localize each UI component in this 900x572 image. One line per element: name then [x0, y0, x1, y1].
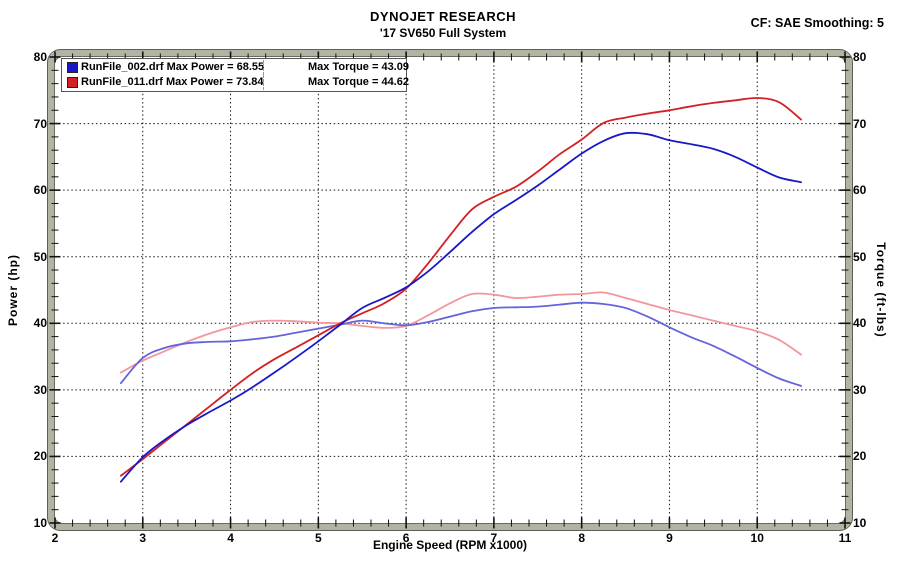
- y-tick-label-right: 50: [853, 249, 867, 264]
- y-tick-label-right: 80: [853, 50, 867, 64]
- x-tick-label: 9: [666, 531, 673, 545]
- legend-swatch-run002: [67, 62, 78, 73]
- chart-subtitle: '17 SV650 Full System: [379, 26, 507, 40]
- torque-curve-run011: [119, 291, 802, 374]
- legend-label-run002: RunFile_002.drf Max Power = 68.55: [81, 61, 265, 73]
- page-title: DYNOJET RESEARCH: [370, 9, 516, 24]
- y-tick-label-right: 30: [853, 382, 867, 397]
- curves: [119, 97, 802, 483]
- x-tick-label: 8: [578, 531, 585, 545]
- legend-row-run011: RunFile_011.drf Max Power = 73.84 Max To…: [67, 75, 409, 90]
- y-tick-label-left: 10: [33, 516, 47, 530]
- torque-curve-run002: [119, 301, 802, 387]
- y-tick-label-left: 40: [33, 316, 47, 331]
- gridlines: [59, 61, 841, 519]
- x-tick-label: 2: [51, 531, 59, 545]
- y-axis-label-power: Power (hp): [6, 254, 20, 326]
- x-axis-label: Engine Speed (RPM x1000): [372, 538, 528, 552]
- y-tick-label-left: 60: [33, 183, 47, 198]
- y-tick-label-right: 70: [853, 116, 867, 131]
- legend-swatch-run011: [67, 77, 78, 88]
- legend-torque-run002: Max Torque = 43.09: [308, 61, 409, 73]
- x-tick-label: 10: [750, 531, 764, 545]
- x-tick-label: 5: [314, 531, 322, 545]
- y-tick-label-right: 10: [853, 516, 867, 530]
- tick-marks: [49, 51, 851, 529]
- power-curve-run002: [119, 131, 802, 483]
- x-tick-label: 7: [490, 531, 498, 545]
- power-curve-run011: [119, 97, 802, 477]
- y-tick-label-right: 60: [853, 183, 867, 198]
- x-tick-label: 4: [227, 531, 234, 545]
- axis-frame: [47, 49, 853, 531]
- correction-smoothing-label: CF: SAE Smoothing: 5: [750, 16, 884, 30]
- legend-label-run011: RunFile_011.drf Max Power = 73.84: [81, 76, 264, 88]
- legend-row-run002: RunFile_002.drf Max Power = 68.55 Max To…: [67, 60, 409, 75]
- y-tick-label-left: 70: [33, 116, 47, 131]
- y-tick-label-left: 50: [33, 249, 47, 264]
- axis-frame-inner-edge: [54, 56, 846, 524]
- x-tick-label: 3: [139, 531, 147, 545]
- y-axis-label-torque: Torque (ft-lbs): [874, 242, 888, 338]
- legend-box: RunFile_002.drf Max Power = 68.55 Max To…: [61, 58, 409, 92]
- legend-torque-run011: Max Torque = 44.62: [308, 76, 409, 88]
- y-tick-label-right: 20: [853, 449, 867, 464]
- y-tick-label-left: 30: [33, 382, 47, 397]
- legend-divider: [263, 75, 264, 90]
- y-tick-label-left: 80: [33, 50, 47, 64]
- x-tick-label: 11: [838, 531, 852, 545]
- axis-frame-band: [47, 49, 853, 531]
- y-tick-label-left: 20: [33, 449, 47, 464]
- y-tick-label-right: 40: [853, 316, 867, 331]
- legend-divider: [263, 60, 264, 75]
- x-tick-label: 6: [402, 531, 410, 545]
- axis-frame-outer-edge: [47, 49, 853, 531]
